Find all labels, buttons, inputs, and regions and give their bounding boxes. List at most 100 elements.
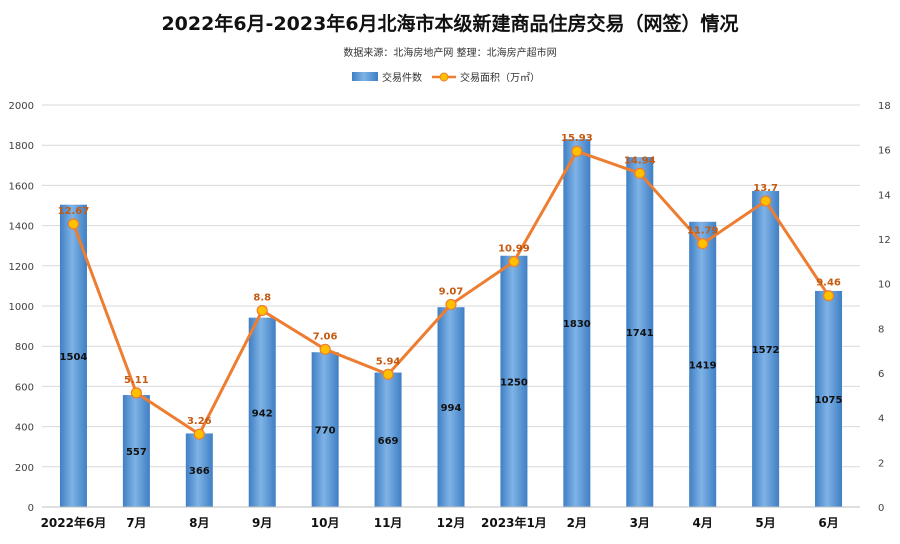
bar-value-label: 1741: [626, 328, 654, 339]
bar: [752, 191, 780, 507]
bar-value-label: 1075: [815, 395, 843, 406]
y-left-tick-label: 0: [28, 503, 34, 514]
x-tick-label: 9月: [252, 516, 272, 530]
bar: [815, 290, 843, 507]
y-left-tick-label: 1200: [9, 262, 34, 273]
x-tick-label: 2023年1月: [481, 515, 547, 530]
line-value-label: 9.07: [439, 286, 464, 297]
x-tick-label: 4月: [693, 516, 713, 530]
line-value-label: 10.99: [498, 244, 530, 255]
x-tick-label: 10月: [311, 516, 340, 530]
x-tick-label: 5月: [755, 516, 775, 530]
legend-bar-label: 交易件数: [382, 71, 422, 84]
line-point: [130, 387, 142, 399]
y-left-tick-label: 2000: [9, 101, 34, 112]
bar: [122, 395, 150, 507]
bar-series: 1504 557 366 942 770 669 994 1250 1830 1741 1419 15…: [59, 139, 843, 508]
bar: [500, 255, 528, 507]
line-value-label: 7.06: [313, 331, 338, 342]
line-value-label: 5.11: [124, 375, 149, 386]
line-value-label: 8.8: [253, 292, 271, 303]
y-right-tick-label: 16: [878, 146, 891, 157]
bar-value-label: 942: [252, 408, 273, 419]
y-left-tick-label: 1400: [9, 222, 34, 233]
bar: [437, 307, 465, 507]
bar-value-label: 557: [126, 447, 147, 458]
chart-title: 2022年6月-2023年6月北海市本级新建商品住房交易（网签）情况: [161, 12, 738, 35]
bar: [248, 317, 276, 507]
bar-value-label: 1830: [563, 319, 591, 330]
line-value-label: 14.94: [624, 155, 656, 166]
bar: [185, 433, 213, 507]
bar: [59, 204, 87, 508]
y-right-tick-label: 0: [878, 503, 884, 514]
bar: [374, 372, 402, 507]
y-right-tick-label: 18: [878, 101, 891, 112]
bar-value-label: 1250: [500, 377, 528, 388]
x-tick-label: 11月: [374, 516, 403, 530]
bar-value-label: 669: [378, 436, 399, 447]
y-left-tick-label: 600: [15, 382, 34, 393]
y-right-tick-label: 14: [878, 190, 891, 201]
bar: [563, 139, 591, 508]
bar-value-label: 770: [315, 426, 336, 437]
line-point: [319, 343, 331, 355]
x-tick-label: 2022年6月: [41, 515, 107, 530]
y-left-tick-label: 1000: [9, 302, 34, 313]
y-right-tick-label: 8: [878, 324, 884, 335]
y-right-tick-label: 12: [878, 235, 891, 246]
line-point: [193, 428, 205, 440]
line-value-label: 9.46: [816, 278, 841, 289]
bar-value-label: 994: [441, 403, 462, 414]
line-value-label: 3.26: [187, 416, 212, 427]
line-point: [256, 304, 268, 317]
line-point: [760, 195, 772, 207]
bar: [626, 157, 654, 507]
y-right-tick-label: 2: [878, 458, 884, 469]
line-point: [67, 218, 80, 230]
y-left-tick-label: 400: [15, 423, 34, 434]
line-value-label: 12.67: [58, 206, 90, 217]
bar-value-label: 1572: [752, 345, 780, 356]
line-point: [382, 368, 394, 380]
y-left-tick-label: 800: [15, 342, 34, 353]
x-tick-label: 8月: [189, 516, 209, 530]
chart-subtitle: 数据来源：北海房地产网 整理：北海房产超市网: [343, 46, 556, 59]
line-point: [571, 145, 583, 157]
y-axis-left: 0 200 400 600 800 1000 1200 1400 1600 1800 2000: [9, 101, 34, 514]
bar: [311, 352, 339, 507]
y-right-tick-label: 4: [878, 414, 884, 425]
line-point: [445, 298, 457, 311]
y-right-tick-label: 10: [878, 280, 891, 291]
line-point: [822, 290, 835, 302]
legend-line-marker: [439, 72, 449, 82]
bar-value-label: 366: [189, 466, 210, 477]
legend-line-label: 交易面积（万㎡）: [460, 71, 540, 84]
bar-value-label: 1419: [689, 360, 717, 371]
legend: 交易件数 交易面积（万㎡）: [352, 71, 540, 84]
y-axis-right: 0 2 4 6 8 10 12 14 16 18: [878, 101, 891, 514]
line-point: [508, 255, 520, 268]
bar: [689, 221, 717, 507]
line-value-label: 11.79: [687, 226, 719, 237]
line-value-label: 15.93: [561, 133, 593, 144]
line-series: 12.67 5.11 3.26 8.8 7.06 5.94 9.07 10.99 15.93 14…: [58, 133, 841, 440]
line-point: [697, 238, 709, 250]
y-left-tick-label: 1800: [9, 141, 34, 152]
line-point: [634, 167, 646, 179]
x-tick-label: 12月: [437, 516, 466, 530]
x-tick-label: 6月: [818, 516, 838, 530]
legend-bar-swatch: [352, 72, 378, 81]
line-value-label: 5.94: [376, 356, 401, 367]
x-axis: 2022年6月 7月 8月 9月 10月 11月 12月 2023年1月 2月 3月 4月 5月 6月: [41, 506, 860, 530]
x-tick-label: 2月: [567, 516, 587, 530]
line-value-label: 13.7: [753, 183, 778, 194]
x-tick-label: 7月: [126, 516, 146, 530]
bar-value-label: 1504: [60, 352, 88, 363]
y-right-tick-label: 6: [878, 369, 884, 380]
x-tick-label: 3月: [630, 516, 650, 530]
y-left-tick-label: 1600: [9, 181, 34, 192]
y-left-tick-label: 200: [15, 463, 34, 474]
